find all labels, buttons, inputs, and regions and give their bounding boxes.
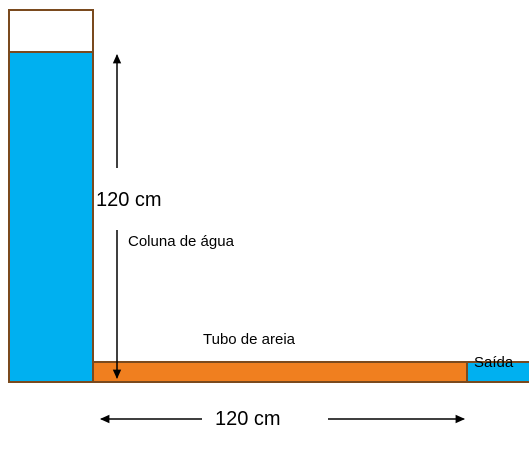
height-label: 120 cm: [96, 189, 162, 211]
water-column: [8, 51, 94, 383]
column-label: Coluna de água: [128, 233, 234, 250]
outlet-label: Saída: [474, 354, 514, 371]
column-empty-top: [8, 9, 94, 53]
length-label: 120 cm: [215, 408, 281, 430]
tube-label: Tubo de areia: [203, 331, 296, 348]
outlet-water: [466, 361, 529, 383]
sand-tube: [92, 361, 468, 383]
